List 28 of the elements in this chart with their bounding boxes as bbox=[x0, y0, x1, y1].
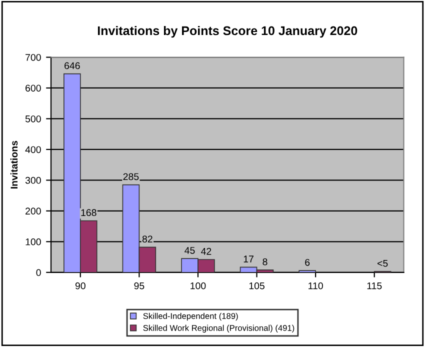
y-tick-label: 200 bbox=[26, 208, 41, 215]
legend-label: Skilled-Independent (189) bbox=[143, 312, 238, 321]
data-label: 82 bbox=[142, 236, 152, 242]
x-tick-label: 110 bbox=[308, 282, 323, 290]
x-tick-label: 100 bbox=[190, 282, 206, 290]
data-label: 646 bbox=[64, 62, 80, 70]
y-tick-label: 300 bbox=[25, 176, 41, 184]
y-tick-label: 0 bbox=[36, 269, 41, 276]
data-label: 6 bbox=[305, 258, 310, 266]
x-tick-label: 95 bbox=[134, 282, 144, 290]
y-axis-title: Invitations bbox=[10, 140, 18, 188]
data-label: 42 bbox=[201, 248, 212, 255]
x-tick-label: 90 bbox=[75, 282, 86, 290]
y-tick-label: 500 bbox=[25, 115, 41, 122]
y-tick-label: 100 bbox=[26, 238, 41, 246]
y-tick-label: 400 bbox=[25, 146, 41, 154]
data-label: 17 bbox=[244, 256, 254, 262]
data-label: <5 bbox=[378, 260, 388, 267]
x-tick-label: 105 bbox=[249, 282, 264, 290]
chart-title: Invitations by Points Score 10 January 2020 bbox=[98, 26, 358, 38]
y-tick-label: 700 bbox=[26, 54, 41, 61]
data-label: 45 bbox=[184, 247, 195, 254]
y-tick-label: 600 bbox=[26, 84, 41, 92]
data-label: 285 bbox=[123, 173, 139, 180]
x-tick-label: 115 bbox=[367, 282, 382, 290]
legend-label: Skilled Work Regional (Provisional) (491) bbox=[143, 324, 294, 333]
data-label: 8 bbox=[262, 258, 268, 266]
data-label: 168 bbox=[81, 209, 96, 216]
